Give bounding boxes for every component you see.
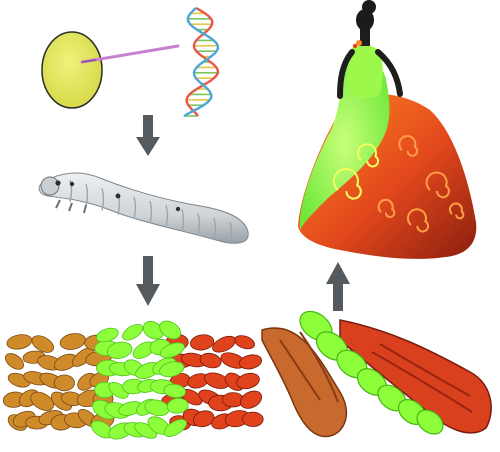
dress-bodice (347, 45, 383, 99)
dna-icon (183, 6, 220, 118)
green-skein (299, 310, 444, 435)
arrow-worm-to-cocoons (136, 256, 160, 306)
dress-swirl-pattern (332, 135, 465, 233)
egg-icon (41, 31, 103, 109)
red-cocoons (161, 333, 264, 431)
fluorescent-silk-dress (298, 0, 477, 259)
needle-icon (80, 44, 180, 64)
silkworm-larva (38, 172, 249, 245)
mannequin-hair-bun (362, 0, 376, 14)
worm-head (40, 176, 60, 196)
dress-green-sash (299, 56, 390, 230)
mannequin-head (356, 9, 374, 31)
cocoon-pile (2, 320, 264, 440)
green-fluorescent-cocoons (90, 320, 189, 440)
egg-injection-panel (41, 31, 180, 109)
arrow-gene-to-worm (136, 115, 160, 156)
mannequin-left-arm (337, 49, 355, 99)
mannequin-right-arm (375, 49, 403, 97)
worm-segments (69, 179, 233, 245)
silk-skeins (261, 310, 492, 438)
arrow-skeins-to-dress (326, 262, 350, 311)
